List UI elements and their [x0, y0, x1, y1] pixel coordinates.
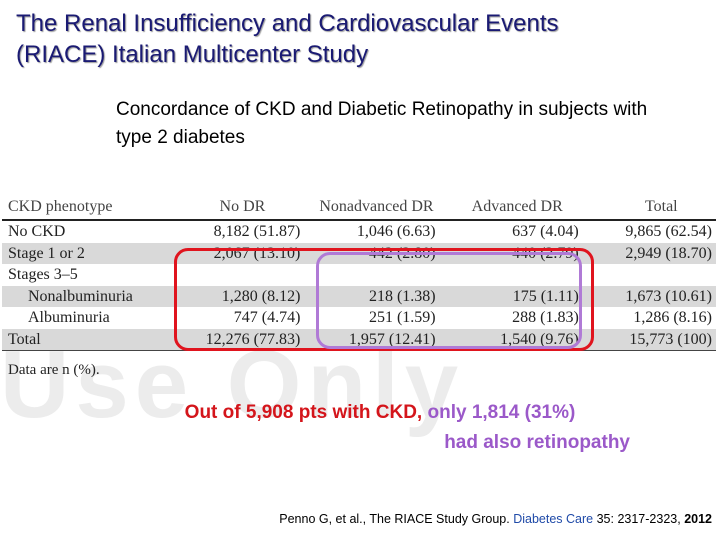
row-label: Stage 1 or 2: [8, 244, 85, 262]
slide-title: The Renal Insufficiency and Cardiovascul…: [16, 10, 559, 68]
cell-total: 9,865 (62.54): [625, 223, 712, 240]
table-header-row: CKD phenotype No DR Nonadvanced DR Advan…: [2, 195, 716, 219]
cell-advanced-dr: 175 (1.11): [512, 287, 579, 305]
table-row: Albuminuria 747 (4.74) 251 (1.59) 288 (1…: [2, 307, 716, 329]
header-ckd-phenotype: CKD phenotype: [8, 198, 113, 215]
table-row: No CKD 8,182 (51.87) 1,046 (6.63) 637 (4…: [2, 221, 716, 243]
cell-nonadvanced-dr: 1,957 (12.41): [348, 330, 436, 348]
citation-authors: Penno G, et al., The RIACE Study Group.: [279, 512, 510, 526]
table-footnote: Data are n (%).: [8, 362, 100, 378]
slide-subtitle: Concordance of CKD and Diabetic Retinopa…: [116, 99, 648, 148]
header-no-dr: No DR: [219, 198, 266, 215]
cell-total: 1,673 (10.61): [625, 287, 712, 305]
callout-retinopathy-text: had also retinopathy: [444, 432, 630, 453]
cell-nonadvanced-dr: 251 (1.59): [368, 309, 436, 326]
cell-advanced-dr: 1,540 (9.76): [500, 330, 579, 348]
table-row: Nonalbuminuria 1,280 (8.12) 218 (1.38) 1…: [2, 285, 716, 307]
header-total: Total: [644, 198, 678, 215]
cell-no-dr: 1,280 (8.12): [221, 287, 301, 305]
row-label: Total: [8, 330, 41, 348]
callout-ckd-count: Out of 5,908 pts with CKD,: [184, 402, 423, 423]
cell-no-dr: 12,276 (77.83): [205, 330, 301, 348]
citation-volume: 35: 2317-2323,: [596, 512, 681, 526]
citation: Penno G, et al., The RIACE Study Group. …: [279, 512, 712, 526]
citation-journal: Diabetes Care: [513, 512, 594, 526]
table-row: Stages 3–5: [2, 264, 716, 286]
cell-advanced-dr: 637 (4.04): [512, 223, 579, 240]
row-label: Albuminuria: [28, 309, 110, 326]
cell-nonadvanced-dr: 1,046 (6.63): [356, 223, 436, 240]
cell-total: 1,286 (8.16): [633, 309, 712, 326]
callout-text: Out of 5,908 pts with CKD, only 1,814 (3…: [120, 398, 640, 458]
citation-year: 2012: [684, 512, 712, 526]
cell-total: 15,773 (100): [629, 330, 712, 348]
red-highlight-box: [174, 248, 594, 351]
purple-highlight-box: [316, 252, 582, 349]
cell-no-dr: 747 (4.74): [233, 309, 301, 326]
cell-advanced-dr: 288 (1.83): [512, 309, 579, 326]
header-divider: [2, 219, 716, 221]
header-nonadvanced-dr: Nonadvanced DR: [319, 198, 434, 215]
cell-nonadvanced-dr: 218 (1.38): [368, 287, 436, 305]
row-label: No CKD: [8, 223, 66, 240]
cell-total: 2,949 (18.70): [625, 244, 712, 262]
callout-retinopathy-count: only 1,814 (31%): [427, 402, 576, 423]
header-advanced-dr: Advanced DR: [471, 198, 563, 215]
row-label: Nonalbuminuria: [28, 287, 133, 305]
cell-no-dr: 8,182 (51.87): [213, 223, 301, 240]
row-label: Stages 3–5: [8, 266, 78, 283]
